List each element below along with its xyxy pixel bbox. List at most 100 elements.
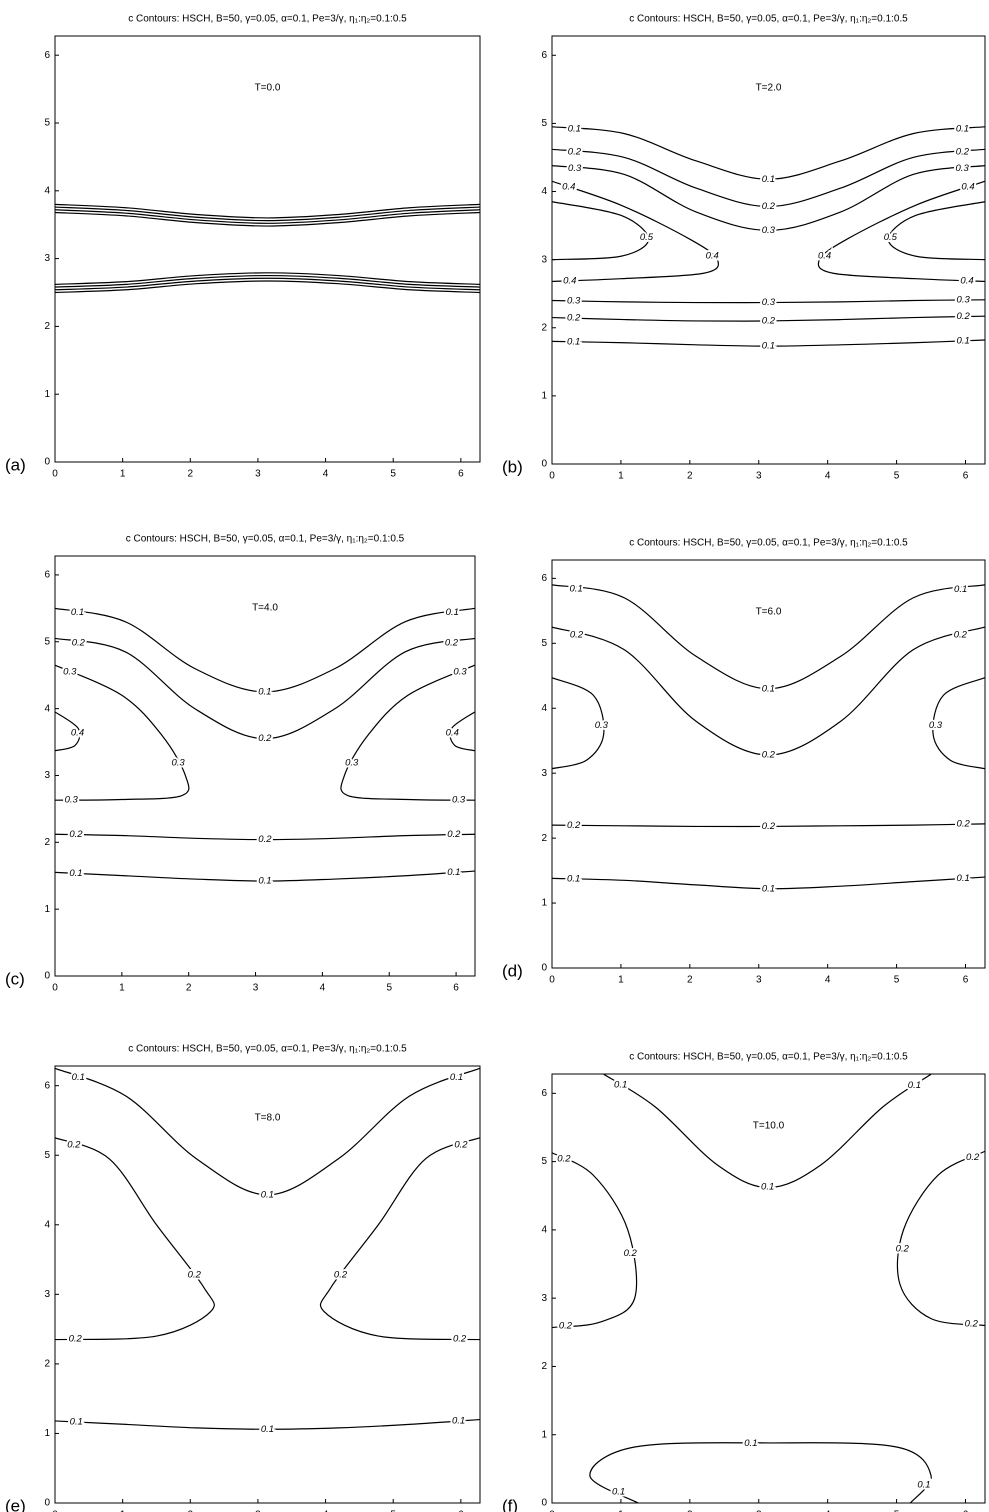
contour-label: 0.1 xyxy=(744,1438,757,1449)
contour-labels: 0.1 0.1 0.1 0.2 0.2 0.2 0.2 0.2 0.2 0.1 0.1 0.1 xyxy=(65,1070,470,1437)
y-tick-label: 4 xyxy=(541,1225,547,1236)
x-tick-label: 4 xyxy=(825,471,831,482)
panel-label: (f) xyxy=(502,1496,518,1512)
y-tick-label: 4 xyxy=(541,186,547,197)
x-tick-label: 0 xyxy=(549,975,555,986)
chart-title: c Contours: HSCH, B=50, γ=0.05, α=0.1, P… xyxy=(629,538,908,549)
contour-label: 0.1 xyxy=(956,123,969,134)
contour-label: 0.2 xyxy=(67,1140,81,1151)
contour-line xyxy=(552,201,650,261)
x-tick-label: 4 xyxy=(825,1510,831,1512)
contour-label: 0.2 xyxy=(568,146,582,157)
y-tick-label: 2 xyxy=(541,322,547,333)
contour-label: 0.2 xyxy=(69,829,83,840)
contour-line xyxy=(55,209,480,224)
contour-label: 0.3 xyxy=(568,163,582,174)
y-tick-label: 3 xyxy=(541,254,547,265)
contour-label: 0.2 xyxy=(188,1269,202,1280)
contour-label: 0.2 xyxy=(258,834,272,845)
y-tick-label: 1 xyxy=(44,1428,50,1439)
contour-label: 0.1 xyxy=(762,174,775,185)
y-tick-label: 1 xyxy=(44,389,50,400)
contour-line xyxy=(55,277,480,291)
x-tick-label: 5 xyxy=(390,1510,396,1512)
y-tick-label: 6 xyxy=(541,573,547,584)
panel-label: (c) xyxy=(5,969,25,988)
y-tick-label: 0 xyxy=(44,1498,50,1509)
contour-label: 0.2 xyxy=(762,201,776,212)
contour-line xyxy=(55,607,475,693)
contour-line xyxy=(887,201,985,261)
contour-label: 0.1 xyxy=(447,867,460,878)
contour-label: 0.2 xyxy=(570,629,584,640)
y-tick-label: 1 xyxy=(44,904,50,915)
contour-label: 0.1 xyxy=(258,686,271,697)
annotation: T=10.0 xyxy=(753,1121,785,1132)
x-tick-label: 3 xyxy=(756,471,762,482)
annotation: T=4.0 xyxy=(252,603,278,614)
y-tick-label: 0 xyxy=(44,971,50,982)
x-tick-label: 2 xyxy=(687,471,693,482)
contour-label: 0.2 xyxy=(762,821,776,832)
contour-label: 0.2 xyxy=(557,1154,571,1165)
x-tick-label: 5 xyxy=(894,1510,900,1512)
contour-label: 0.2 xyxy=(258,733,272,744)
y-tick-label: 1 xyxy=(541,898,547,909)
contour-label: 0.3 xyxy=(929,720,943,731)
x-tick-label: 2 xyxy=(188,1510,194,1512)
y-tick-label: 6 xyxy=(44,570,50,581)
y-tick-label: 0 xyxy=(541,963,547,974)
contour-label: 0.4 xyxy=(960,275,973,286)
y-tick-label: 1 xyxy=(541,391,547,402)
contour-line xyxy=(55,1137,215,1341)
contour-label: 0.2 xyxy=(69,1333,83,1344)
panel-label: (e) xyxy=(5,1496,26,1512)
contour-line xyxy=(55,1418,480,1430)
contour-line xyxy=(55,833,475,841)
x-tick-label: 1 xyxy=(618,471,624,482)
annotation: T=8.0 xyxy=(255,1113,281,1124)
contour-label: 0.2 xyxy=(762,749,776,760)
contour-label: 0.5 xyxy=(640,232,654,243)
chart-title: c Contours: HSCH, B=50, γ=0.05, α=0.1, P… xyxy=(128,1044,407,1055)
y-tick-label: 2 xyxy=(541,833,547,844)
contour-label: 0.2 xyxy=(965,1318,979,1329)
x-tick-label: 0 xyxy=(52,1510,58,1512)
contour-label: 0.4 xyxy=(961,182,974,193)
contour-label: 0.1 xyxy=(446,607,459,618)
contours xyxy=(552,584,985,890)
x-tick-label: 3 xyxy=(255,1510,261,1512)
contour-line xyxy=(552,584,985,690)
contour-line xyxy=(449,711,475,752)
contour-label: 0.3 xyxy=(171,757,185,768)
y-tick-label: 2 xyxy=(541,1361,547,1372)
contour-label: 0.1 xyxy=(568,123,581,134)
contour-label: 0.1 xyxy=(69,868,82,879)
x-tick-label: 6 xyxy=(963,1510,969,1512)
x-tick-label: 2 xyxy=(687,975,693,986)
y-tick-label: 4 xyxy=(541,703,547,714)
contour-label: 0.3 xyxy=(595,720,609,731)
contour-line xyxy=(55,203,480,219)
contour-label: 0.3 xyxy=(452,795,466,806)
x-tick-label: 2 xyxy=(186,983,192,994)
contour-line xyxy=(319,1137,480,1341)
panel: c Contours: HSCH, B=50, γ=0.05, α=0.1, P… xyxy=(502,14,986,482)
x-tick-label: 6 xyxy=(458,469,464,480)
y-tick-label: 4 xyxy=(44,1219,50,1230)
contour-label: 0.4 xyxy=(71,728,84,739)
contour-line xyxy=(552,315,985,322)
y-tick-label: 6 xyxy=(541,50,547,61)
contour-label: 0.3 xyxy=(63,666,77,677)
contour-line xyxy=(552,823,985,828)
y-tick-label: 6 xyxy=(44,50,50,61)
x-tick-label: 1 xyxy=(119,983,125,994)
contour-label: 0.1 xyxy=(71,607,84,618)
chart-title: c Contours: HSCH, B=50, γ=0.05, α=0.1, P… xyxy=(629,1052,908,1063)
y-tick-label: 4 xyxy=(44,703,50,714)
contour-label: 0.2 xyxy=(957,819,971,830)
contours xyxy=(55,1067,480,1430)
contour-label: 0.2 xyxy=(957,311,971,322)
annotation: T=2.0 xyxy=(756,83,782,94)
